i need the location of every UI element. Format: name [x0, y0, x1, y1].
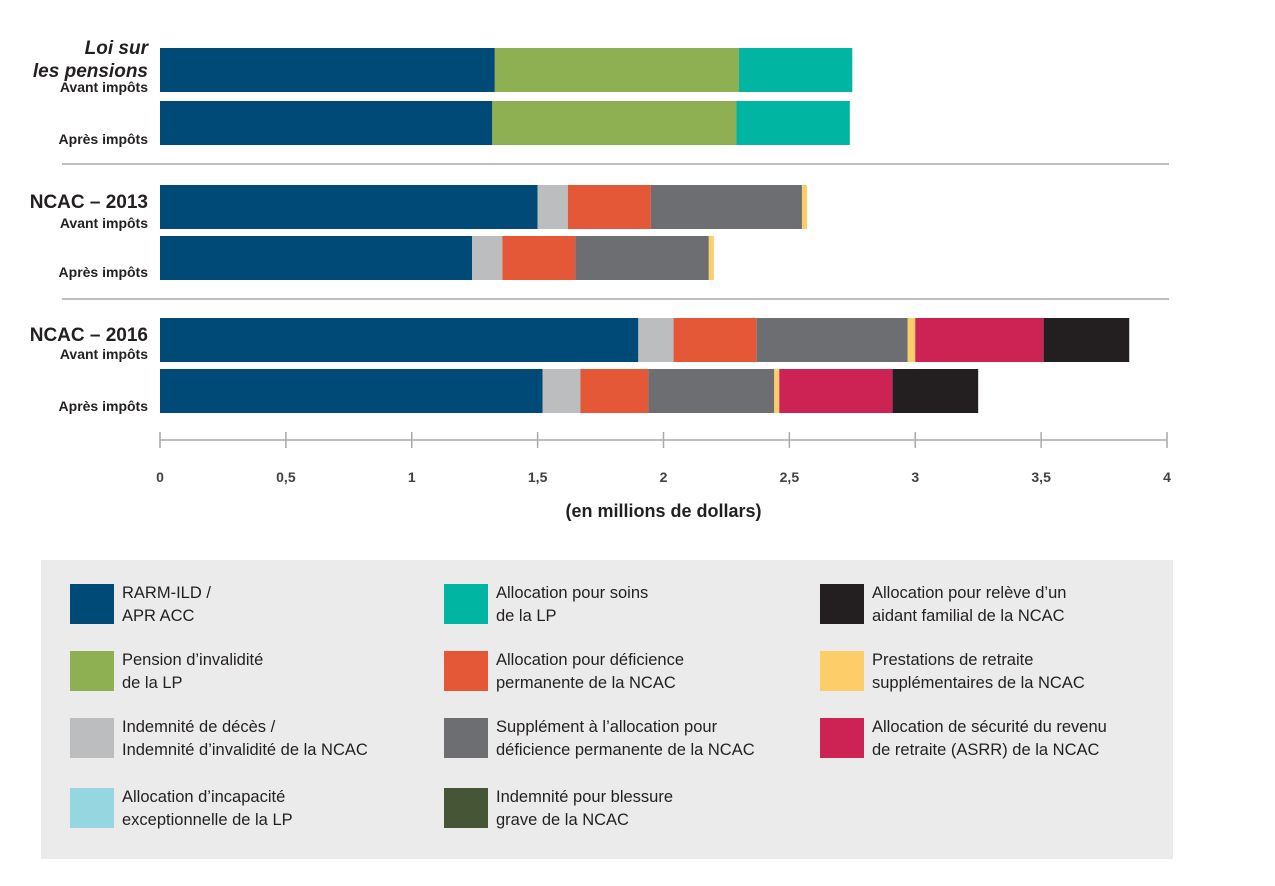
legend-label: Allocation pour relève d’un aidant famil… [872, 584, 1067, 625]
bar-segment-deficience [567, 185, 651, 229]
bar-segment-retraite [708, 236, 714, 280]
legend-label: Supplément à l’allocation pour déficienc… [496, 718, 755, 759]
legend-label: Pension d’invalidité de la LP [122, 651, 264, 692]
bar-label: Après impôts [59, 264, 149, 280]
group-title: NCAC – 2013 [30, 192, 148, 213]
bar-segment-aidant [892, 369, 979, 413]
legend-swatch [444, 788, 488, 828]
bar-segment-soins [739, 48, 853, 92]
legend-swatch [444, 584, 488, 624]
legend-swatch [444, 651, 488, 691]
bar-segment-rarm [160, 185, 538, 229]
bar-label: Après impôts [59, 131, 149, 147]
bar-segment-supplement [575, 236, 709, 280]
legend-label: Allocation d’incapacité exceptionnelle d… [122, 788, 293, 829]
bar-label: Avant impôts [60, 79, 148, 95]
x-tick-label: 4 [1163, 469, 1171, 485]
legend-item-deficience: Allocation pour déficience permanente de… [444, 649, 804, 699]
legend-item-supplement: Supplément à l’allocation pour déficienc… [444, 716, 804, 766]
x-tick-label: 0,5 [276, 469, 296, 485]
x-tick-label: 2 [660, 469, 668, 485]
bar-segment-asrr [779, 369, 893, 413]
bar-segment-rarm [160, 236, 473, 280]
x-tick-label: 3 [911, 469, 919, 485]
legend-label: Allocation de sécurité du revenu de retr… [872, 718, 1107, 759]
legend-label: Indemnité pour blessure grave de la NCAC [496, 788, 674, 829]
legend-swatch [70, 651, 114, 691]
bar-segment-rarm [160, 369, 543, 413]
legend-item-retraite: Prestations de retraite supplémentaires … [820, 649, 1180, 699]
bar-segment-soins [736, 101, 850, 145]
bar-segment-aidant [1043, 318, 1130, 362]
x-tick-label: 1,5 [528, 469, 548, 485]
bar-segment-rarm [160, 318, 639, 362]
bar-segment-deces [472, 236, 503, 280]
bar-segment-supplement [756, 318, 908, 362]
bar-segment-retraite [907, 318, 916, 362]
group-title: les pensions [33, 61, 148, 82]
legend-label: Indemnité de décès / Indemnité d’invalid… [122, 718, 368, 759]
bar-segment-rarm [160, 48, 495, 92]
bar-segment-deficience [502, 236, 576, 280]
bar-segment-pension [492, 101, 737, 145]
bar-segment-supplement [648, 369, 775, 413]
x-axis-label: (en millions de dollars) [565, 501, 761, 521]
x-tick-label: 1 [408, 469, 416, 485]
bar-segment-deces [537, 185, 568, 229]
legend-swatch [70, 788, 114, 828]
bar-segment-supplement [650, 185, 802, 229]
legend-label: Allocation pour déficience permanente de… [496, 651, 685, 692]
legend-swatch [820, 584, 864, 624]
legend-swatch [70, 584, 114, 624]
legend-swatch [70, 718, 114, 758]
group-title: Loi sur [85, 38, 150, 59]
legend-item-aidant: Allocation pour relève d’un aidant famil… [820, 582, 1180, 632]
legend-swatch [820, 718, 864, 758]
bar-segment-pension [494, 48, 740, 92]
legend-swatch [444, 718, 488, 758]
bar-segment-retraite [801, 185, 807, 229]
legend-item-asrr: Allocation de sécurité du revenu de retr… [820, 716, 1180, 766]
legend-item-incapacite: Allocation d’incapacité exceptionnelle d… [70, 786, 430, 836]
x-tick-label: 2,5 [780, 469, 800, 485]
x-tick-label: 0 [156, 469, 164, 485]
bar-segment-deficience [673, 318, 757, 362]
bar-label: Avant impôts [60, 215, 148, 231]
bar-label: Avant impôts [60, 346, 148, 362]
group-title: NCAC – 2016 [30, 325, 148, 346]
bar-segment-deces [638, 318, 674, 362]
legend: RARM-ILD / APR ACC Allocation pour soins … [41, 560, 1173, 859]
bar-label: Après impôts [59, 398, 149, 414]
bar-segment-deficience [580, 369, 649, 413]
bar-segment-rarm [160, 101, 493, 145]
bar-segment-asrr [915, 318, 1044, 362]
legend-item-blessure: Indemnité pour blessure grave de la NCAC [444, 786, 804, 836]
legend-item-deces: Indemnité de décès / Indemnité d’invalid… [70, 716, 430, 766]
legend-item-soins: Allocation pour soins de la LP [444, 582, 804, 632]
legend-item-pension: Pension d’invalidité de la LP [70, 649, 430, 699]
legend-label: RARM-ILD / APR ACC [122, 584, 211, 625]
legend-swatch [820, 651, 864, 691]
bar-segment-retraite [774, 369, 780, 413]
x-tick-label: 3,5 [1031, 469, 1051, 485]
legend-label: Prestations de retraite supplémentaires … [872, 651, 1085, 692]
legend-label: Allocation pour soins de la LP [496, 584, 649, 625]
bar-segment-deces [542, 369, 581, 413]
legend-item-rarm: RARM-ILD / APR ACC [70, 582, 430, 632]
